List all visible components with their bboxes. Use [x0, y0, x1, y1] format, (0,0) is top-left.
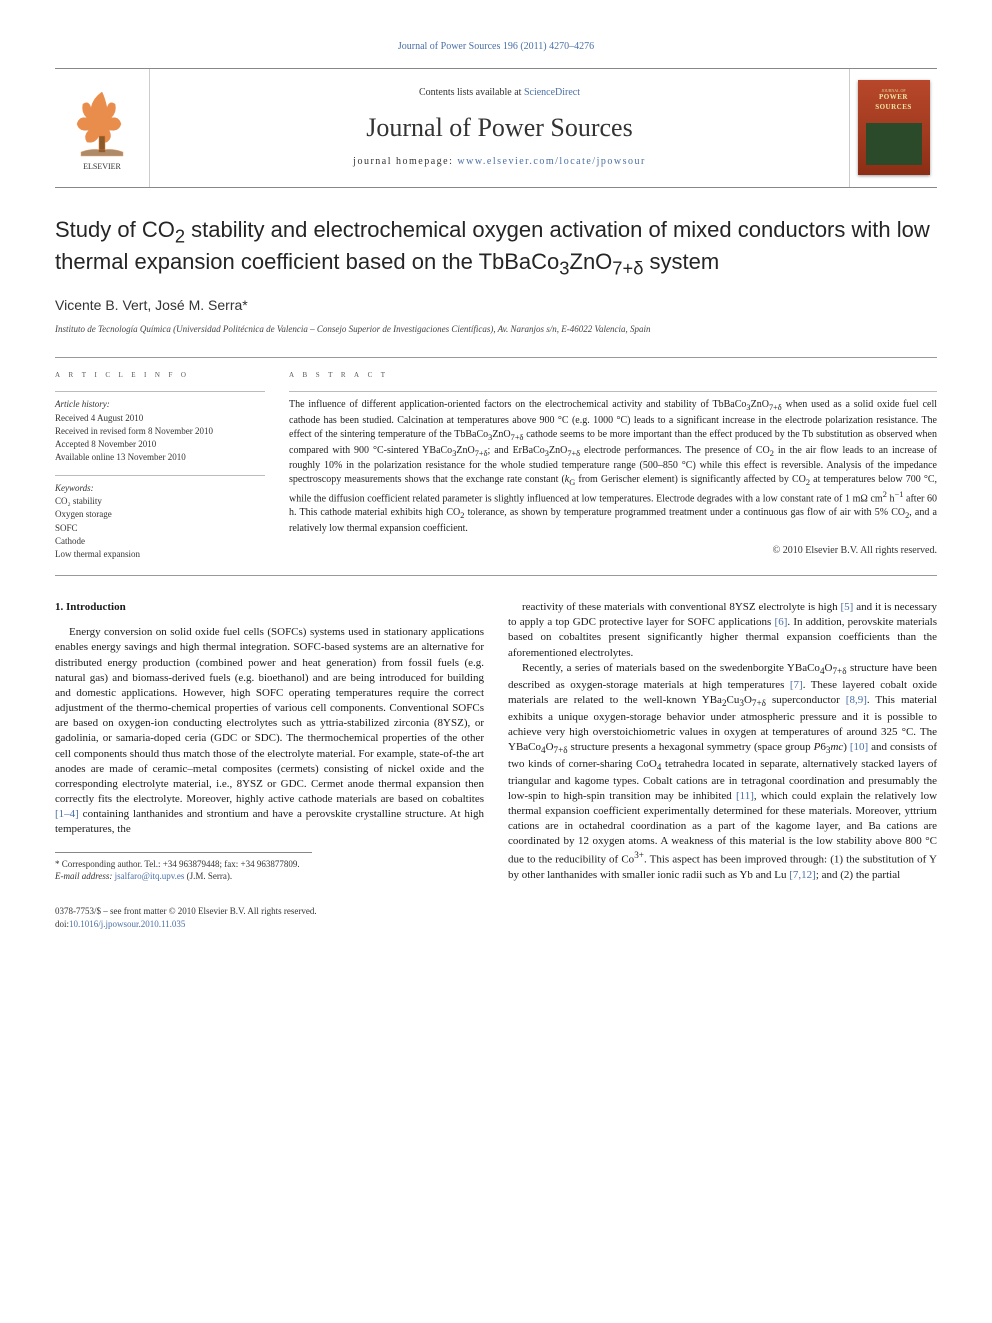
journal-cover: JOURNAL OF POWER SOURCES: [849, 69, 937, 187]
body-para-1: Energy conversion on solid oxide fuel ce…: [55, 625, 484, 837]
history-label: Article history:: [55, 398, 265, 410]
keywords-block: Keywords: CO₂ stability Oxygen storage S…: [55, 475, 265, 560]
homepage-prefix: journal homepage:: [353, 156, 457, 167]
email-line: E-mail address: jsalfaro@itq.upv.es (J.M…: [55, 870, 312, 882]
doi-link[interactable]: 10.1016/j.jpowsour.2010.11.035: [69, 919, 185, 929]
keyword-4: Cathode: [55, 535, 265, 547]
keywords-label: Keywords:: [55, 482, 265, 494]
homepage-line: journal homepage: www.elsevier.com/locat…: [353, 155, 646, 169]
history-revised: Received in revised form 8 November 2010: [55, 425, 265, 437]
abstract-block: a b s t r a c t The influence of differe…: [289, 368, 937, 561]
corresponding-mark: *: [242, 297, 247, 313]
bottom-block: 0378-7753/$ – see front matter © 2010 El…: [55, 905, 937, 929]
article-info: a r t i c l e i n f o Article history: R…: [55, 368, 265, 561]
section-1-heading: 1. Introduction: [55, 600, 484, 615]
keyword-2: Oxygen storage: [55, 508, 265, 520]
contents-prefix: Contents lists available at: [419, 87, 524, 98]
footnote-block: * Corresponding author. Tel.: +34 963879…: [55, 852, 312, 883]
header-center: Contents lists available at ScienceDirec…: [150, 69, 849, 187]
journal-citation-link[interactable]: Journal of Power Sources 196 (2011) 4270…: [398, 41, 594, 52]
cover-title: POWER SOURCES: [862, 93, 926, 112]
abstract-text: The influence of different application-o…: [289, 391, 937, 536]
corresponding-note: * Corresponding author. Tel.: +34 963879…: [55, 858, 312, 870]
homepage-link[interactable]: www.elsevier.com/locate/jpowsour: [457, 156, 645, 167]
elsevier-tree-icon: ELSEVIER: [63, 80, 141, 175]
email-suffix: (J.M. Serra).: [184, 871, 232, 881]
info-abstract-row: a r t i c l e i n f o Article history: R…: [55, 357, 937, 576]
body-columns: 1. Introduction Energy conversion on sol…: [55, 600, 937, 883]
email-link[interactable]: jsalfaro@itq.upv.es: [115, 871, 185, 881]
journal-title: Journal of Power Sources: [366, 110, 632, 145]
abstract-heading: a b s t r a c t: [289, 368, 937, 382]
article-info-heading: a r t i c l e i n f o: [55, 368, 265, 382]
front-matter-line: 0378-7753/$ – see front matter © 2010 El…: [55, 905, 937, 917]
history-received: Received 4 August 2010: [55, 412, 265, 424]
authors: Vicente B. Vert, José M. Serra*: [55, 296, 937, 315]
author-names: Vicente B. Vert, José M. Serra: [55, 297, 242, 313]
history-block: Article history: Received 4 August 2010 …: [55, 391, 265, 463]
keyword-3: SOFC: [55, 522, 265, 534]
affiliation: Instituto de Tecnología Química (Univers…: [55, 323, 937, 335]
journal-citation-top: Journal of Power Sources 196 (2011) 4270…: [55, 40, 937, 54]
svg-text:ELSEVIER: ELSEVIER: [83, 162, 121, 171]
body-para-3: Recently, a series of materials based on…: [508, 661, 937, 884]
header-banner: ELSEVIER Contents lists available at Sci…: [55, 68, 937, 188]
sciencedirect-link[interactable]: ScienceDirect: [524, 87, 580, 98]
keyword-1: CO₂ stability: [55, 495, 265, 507]
abstract-copyright: © 2010 Elsevier B.V. All rights reserved…: [289, 544, 937, 558]
cover-thumbnail: JOURNAL OF POWER SOURCES: [858, 80, 930, 175]
email-label: E-mail address:: [55, 871, 115, 881]
keyword-5: Low thermal expansion: [55, 548, 265, 560]
history-accepted: Accepted 8 November 2010: [55, 438, 265, 450]
cover-image-placeholder: [866, 123, 922, 165]
history-online: Available online 13 November 2010: [55, 451, 265, 463]
article-title: Study of CO2 stability and electrochemic…: [55, 216, 937, 280]
elsevier-logo: ELSEVIER: [55, 69, 150, 187]
doi-line: doi:10.1016/j.jpowsour.2010.11.035: [55, 918, 937, 930]
contents-line: Contents lists available at ScienceDirec…: [419, 86, 580, 100]
body-para-2: reactivity of these materials with conve…: [508, 600, 937, 661]
